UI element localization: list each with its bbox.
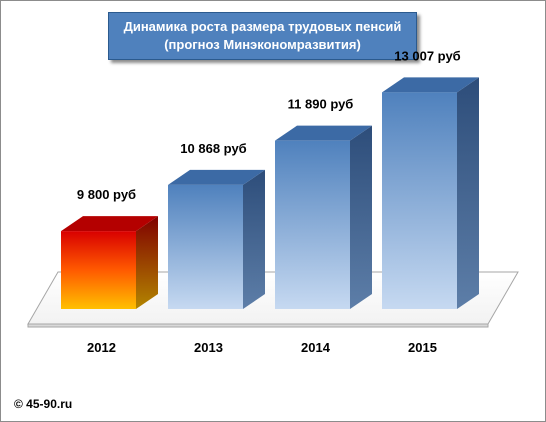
bar-side: [136, 216, 158, 309]
data-label: 10 868 руб: [180, 141, 246, 156]
bar: [61, 216, 158, 309]
bar-top: [382, 77, 479, 93]
category-label: 2014: [301, 340, 331, 355]
chart-title: Динамика роста размера трудовых пенсий: [123, 19, 402, 34]
bar-side: [350, 125, 372, 309]
data-label: 13 007 руб: [394, 48, 460, 63]
bar-top: [61, 216, 158, 232]
bar-front: [275, 140, 350, 309]
bar-front: [168, 184, 243, 309]
data-label: 9 800 руб: [77, 187, 136, 202]
chart-subtitle: (прогноз Минэкономразвития): [164, 37, 361, 52]
bar-top: [168, 169, 265, 185]
bar-top: [275, 125, 372, 141]
chart-floor-edge: [27, 323, 489, 328]
category-label: 2013: [194, 340, 223, 355]
data-label: 11 890 руб: [288, 97, 354, 112]
category-label: 2012: [87, 340, 116, 355]
bar-front: [61, 231, 136, 309]
bar: [275, 125, 372, 309]
bar-side: [457, 77, 479, 309]
chart-title-box: Динамика роста размера трудовых пенсий (…: [108, 12, 417, 60]
copyright-text: © 45-90.ru: [14, 397, 73, 411]
category-label: 2015: [408, 340, 437, 355]
bar: [382, 77, 479, 309]
bar-front: [382, 92, 457, 309]
bar: [168, 169, 265, 309]
bar-side: [243, 169, 265, 309]
